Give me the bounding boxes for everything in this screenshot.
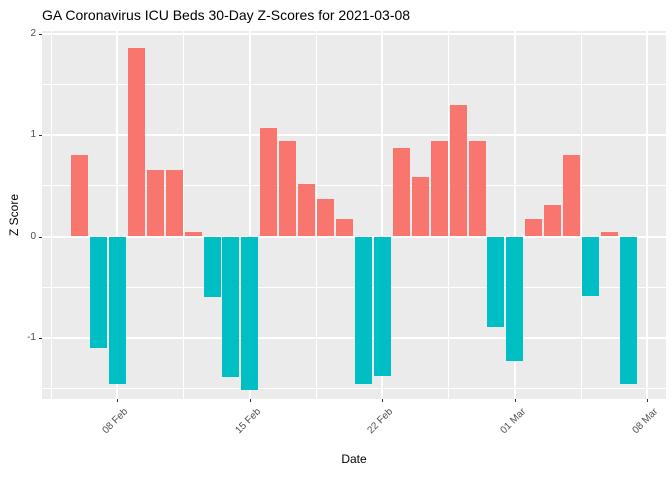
bar — [203, 236, 221, 298]
minor-gridline-h — [42, 83, 666, 85]
bar — [241, 236, 259, 390]
bar — [563, 155, 581, 237]
x-tick-label: 08 Mar — [630, 406, 661, 437]
bar — [411, 176, 429, 237]
bar — [108, 236, 126, 384]
major-gridline-v — [248, 31, 251, 399]
bar — [392, 148, 410, 237]
plot-panel — [42, 31, 666, 399]
minor-gridline-v — [448, 31, 450, 399]
x-tick-label: 22 Feb — [365, 406, 396, 437]
major-gridline-v — [116, 31, 119, 399]
major-gridline-v — [381, 31, 384, 399]
x-tick-mark — [382, 399, 384, 402]
bar — [544, 205, 562, 237]
bar — [279, 141, 297, 237]
chart-title: GA Coronavirus ICU Beds 30-Day Z-Scores … — [42, 7, 411, 23]
y-tick-mark — [39, 236, 42, 238]
bar — [222, 236, 240, 377]
major-gridline-v — [646, 31, 649, 399]
bar — [619, 236, 637, 384]
minor-gridline-h — [42, 185, 666, 187]
major-gridline-h — [42, 134, 666, 136]
bar — [487, 236, 505, 327]
bar — [525, 219, 543, 237]
major-gridline-h — [42, 235, 666, 238]
minor-gridline-v — [580, 31, 582, 399]
bar — [165, 169, 183, 237]
bar — [71, 155, 88, 237]
y-tick-mark — [39, 135, 42, 136]
x-tick-label: 01 Mar — [498, 406, 528, 437]
x-tick-label: 15 Feb — [233, 406, 263, 437]
bar — [127, 47, 145, 237]
y-tick-label: 0 — [30, 230, 36, 242]
bar — [354, 236, 372, 384]
y-tick-mark — [39, 33, 42, 35]
x-tick-label: 08 Feb — [100, 406, 131, 437]
bar — [89, 236, 107, 349]
major-gridline-h — [42, 337, 666, 339]
y-tick-label: -1 — [27, 332, 36, 343]
x-tick-mark — [249, 399, 251, 402]
bar — [317, 198, 335, 237]
bar — [430, 141, 448, 237]
bar — [449, 104, 467, 237]
bar — [601, 232, 619, 237]
y-tick-mark — [39, 338, 42, 339]
minor-gridline-v — [315, 31, 317, 399]
major-gridline-h — [42, 32, 666, 35]
y-axis-title: Z Score — [7, 193, 21, 237]
bar — [298, 183, 316, 237]
minor-gridline-v — [50, 31, 52, 399]
x-tick-mark — [514, 399, 516, 402]
bar — [506, 236, 524, 362]
bar — [260, 127, 278, 237]
y-tick-label: 1 — [30, 129, 36, 140]
bar — [373, 236, 391, 376]
minor-gridline-v — [183, 31, 185, 399]
bar — [184, 232, 202, 237]
y-tick-label: 2 — [30, 27, 36, 39]
minor-gridline-h — [42, 286, 666, 288]
bar — [582, 236, 600, 297]
bar — [146, 169, 164, 237]
x-axis-title: Date — [341, 452, 367, 466]
x-tick-mark — [117, 399, 119, 402]
x-tick-mark — [647, 399, 649, 402]
major-gridline-v — [513, 31, 516, 399]
bar — [468, 141, 486, 237]
minor-gridline-h — [42, 388, 666, 390]
bar — [336, 219, 354, 237]
